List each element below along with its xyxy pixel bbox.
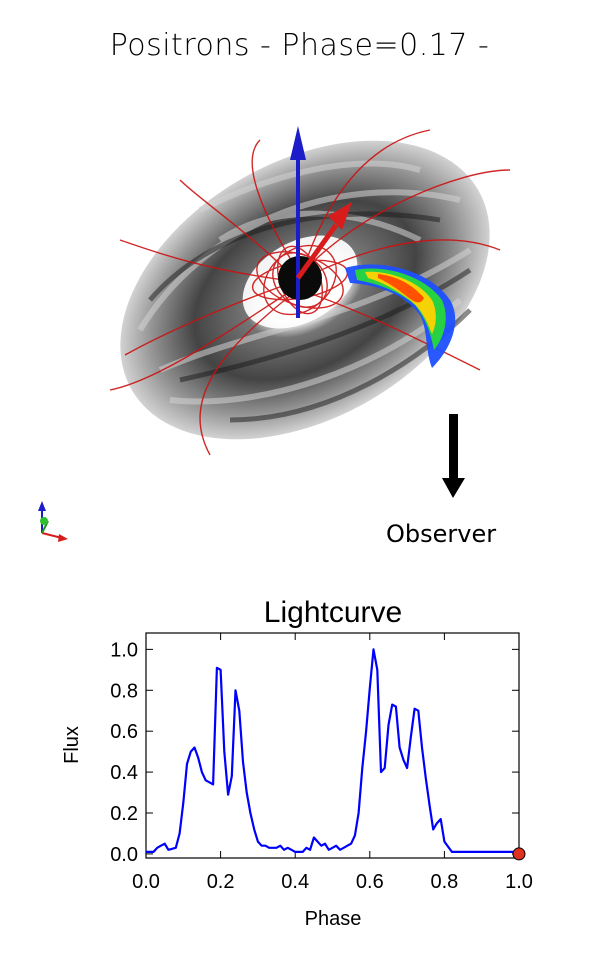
observer-arrow-icon	[442, 414, 465, 498]
y-tick-label: 0.2	[110, 803, 138, 825]
lightcurve-line	[146, 648, 519, 854]
x-axis-label: Phase	[305, 908, 362, 930]
rotation-axis-icon	[290, 126, 306, 318]
y-tick-label: 0.8	[110, 680, 138, 702]
observer-label: Observer	[386, 520, 497, 548]
x-tick-label: 0.8	[430, 871, 458, 893]
series-layer	[146, 648, 526, 861]
x-tick-label: 1.0	[505, 871, 533, 893]
current-phase-marker	[512, 847, 526, 861]
y-tick-label: 0.0	[110, 844, 138, 866]
chart-title: Lightcurve	[264, 596, 402, 629]
y-axis: 0.0 0.2 0.4 0.6 0.8 1.0	[110, 639, 519, 866]
plot-frame	[145, 632, 520, 859]
x-tick-label: 0.4	[281, 871, 309, 893]
lightcurve-chart: Lightcurve 0.0 0.2 0.4 0.6 0.8 1.0 0.00.20.40…	[61, 596, 533, 930]
orientation-axes-icon	[38, 501, 68, 542]
y-tick-label: 0.4	[110, 762, 138, 784]
x-axis: 0.0 0.2 0.4 0.6 0.8 1.0	[132, 633, 533, 893]
x-tick-label: 0.6	[356, 871, 384, 893]
pulsar-magnetosphere-render	[109, 126, 511, 456]
y-axis-label: Flux	[61, 726, 83, 764]
y-tick-label: 0.6	[110, 721, 138, 743]
magnetic-axis-icon	[295, 202, 352, 280]
x-tick-label: 0.2	[207, 871, 235, 893]
y-tick-label: 1.0	[110, 639, 138, 661]
positron-emission-region	[345, 264, 456, 368]
x-tick-label: 0.0	[132, 871, 160, 893]
scene-title: Positrons - Phase=0.17 -	[109, 28, 490, 63]
